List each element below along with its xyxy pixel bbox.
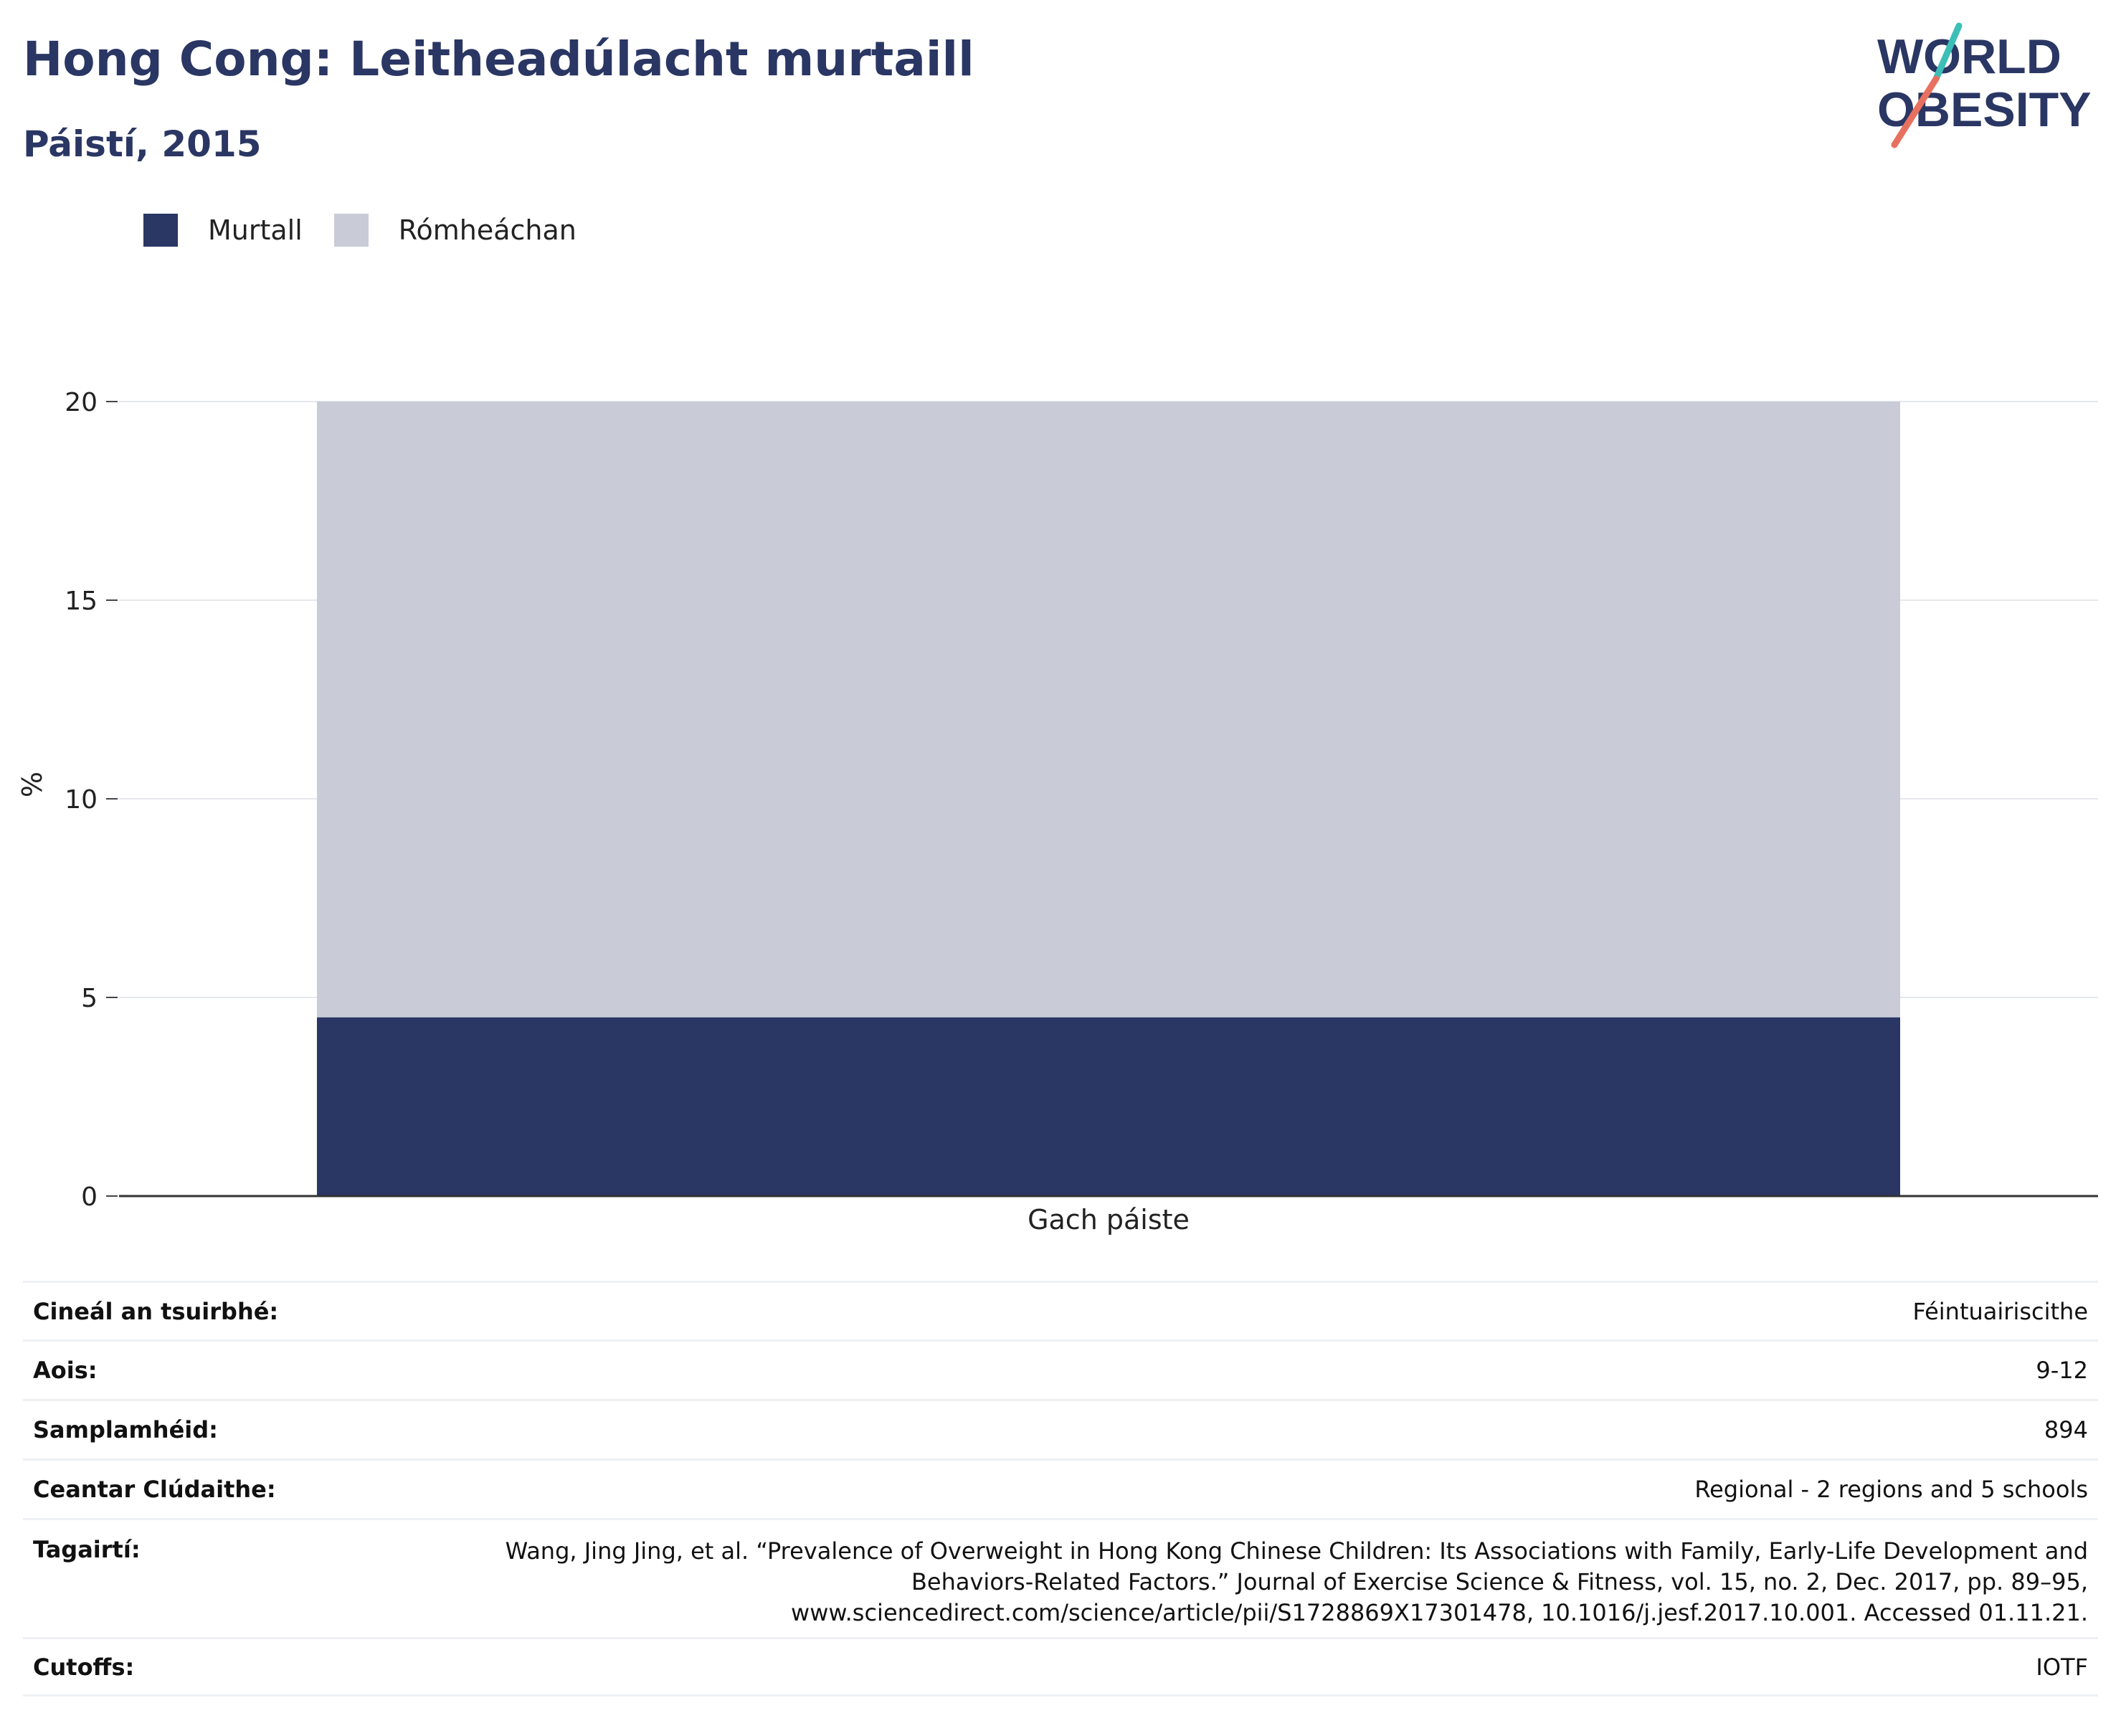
bar-segment	[317, 1017, 1900, 1196]
details-key: Aois:	[33, 1357, 98, 1384]
logo-slash-bottom	[1891, 75, 1940, 148]
bar-chart: 0 5 10 15 20 % Gach páiste	[16, 388, 2098, 1235]
details-key: Cutoffs:	[33, 1653, 135, 1681]
details-key: Tagairtí:	[33, 1536, 141, 1563]
world-obesity-logo: WORLD OBESITY	[1877, 22, 2092, 148]
chart-legend: Murtall Rómheáchan	[143, 214, 608, 247]
details-value: IOTF	[2036, 1653, 2088, 1681]
details-key: Ceantar Clúdaithe:	[33, 1476, 276, 1503]
y-tick-label: 10	[65, 785, 98, 815]
details-row-sample-size: Samplamhéid: 894	[23, 1399, 2098, 1458]
chart-bars	[317, 402, 1900, 1196]
legend-item-overweight: Rómheáchan	[333, 214, 576, 247]
y-axis-label: %	[16, 772, 48, 797]
details-row-references: Tagairtí: Wang, Jing Jing, et al. “Preva…	[23, 1518, 2098, 1637]
x-axis-ticks: Gach páiste	[1028, 1204, 1190, 1235]
y-axis-ticks: 0 5 10 15 20	[65, 388, 118, 1212]
y-tick-label: 0	[81, 1182, 98, 1212]
details-row-age: Aois: 9-12	[23, 1339, 2098, 1399]
legend-label-obesity: Murtall	[208, 214, 303, 246]
logo-line-1: WORLD	[1877, 29, 2061, 84]
chart-subtitle: Páistí, 2015	[23, 123, 262, 165]
survey-details-table: Cineál an tsuirbhé: Féintuairiscithe Aoi…	[23, 1281, 2098, 1697]
details-row-area-covered: Ceantar Clúdaithe: Regional - 2 regions …	[23, 1458, 2098, 1518]
details-row-cutoffs: Cutoffs: IOTF	[23, 1637, 2098, 1697]
details-value: Regional - 2 regions and 5 schools	[1694, 1476, 2088, 1503]
x-tick-label: Gach páiste	[1028, 1204, 1190, 1235]
legend-swatch-overweight	[333, 214, 369, 247]
bar-segment	[317, 402, 1900, 1018]
legend-label-overweight: Rómheáchan	[398, 214, 576, 246]
details-value: Wang, Jing Jing, et al. “Prevalence of O…	[505, 1537, 2088, 1626]
details-value: 9-12	[2036, 1357, 2088, 1384]
details-key: Cineál an tsuirbhé:	[33, 1297, 279, 1325]
chart-title: Hong Cong: Leitheadúlacht murtaill	[23, 32, 974, 87]
details-row-survey-type: Cineál an tsuirbhé: Féintuairiscithe	[23, 1281, 2098, 1339]
y-tick-label: 5	[81, 984, 98, 1013]
y-tick-label: 20	[65, 388, 98, 417]
legend-swatch-obesity	[143, 214, 178, 247]
details-value: 894	[2044, 1416, 2088, 1443]
details-value: Féintuairiscithe	[1912, 1297, 2088, 1325]
y-tick-label: 15	[65, 587, 98, 616]
legend-item-obesity: Murtall	[143, 214, 303, 247]
logo-slash-top	[1932, 22, 1963, 82]
details-key: Samplamhéid:	[33, 1416, 218, 1443]
